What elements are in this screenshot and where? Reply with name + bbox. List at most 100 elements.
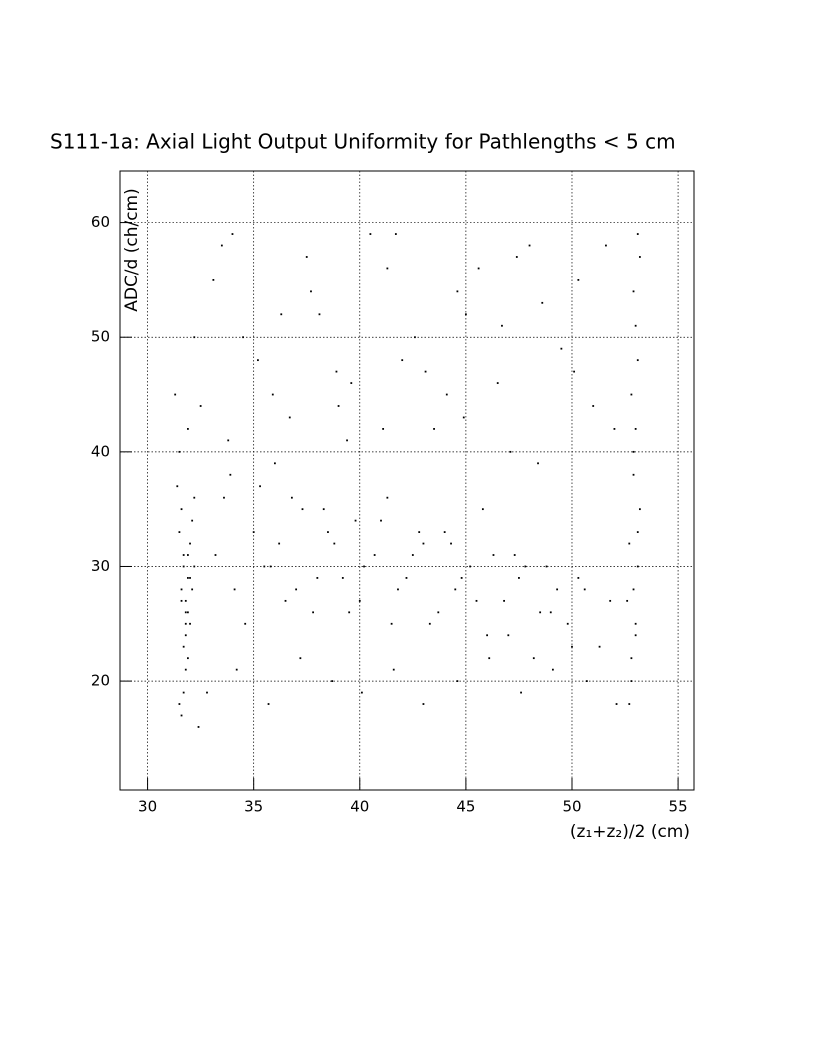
- point: [628, 542, 631, 545]
- point: [456, 290, 459, 293]
- point: [628, 703, 631, 705]
- point: [636, 359, 639, 362]
- y-tick-label: 60: [91, 213, 110, 231]
- point: [638, 508, 641, 511]
- point: [187, 554, 189, 556]
- point: [197, 726, 200, 728]
- point: [632, 450, 635, 453]
- point: [585, 680, 588, 683]
- point: [630, 393, 633, 396]
- point: [520, 691, 522, 694]
- point: [541, 301, 544, 304]
- point: [524, 565, 527, 568]
- point: [316, 577, 319, 579]
- point: [333, 542, 336, 545]
- point: [187, 428, 189, 430]
- point: [284, 599, 287, 602]
- point: [386, 496, 389, 499]
- point: [394, 233, 397, 235]
- point: [450, 542, 452, 545]
- point: [180, 599, 183, 602]
- point: [280, 313, 283, 316]
- point: [242, 336, 244, 339]
- point: [496, 382, 499, 384]
- point: [269, 565, 272, 568]
- point: [180, 508, 183, 511]
- point: [180, 714, 183, 717]
- point: [348, 611, 351, 614]
- point: [259, 485, 261, 488]
- point: [583, 588, 586, 591]
- point: [199, 405, 202, 407]
- point: [539, 611, 542, 614]
- x-tick-label: 50: [562, 798, 581, 816]
- point: [193, 496, 196, 499]
- point: [464, 313, 467, 316]
- point: [227, 439, 230, 442]
- point: [274, 462, 276, 465]
- point: [428, 622, 431, 625]
- point: [481, 508, 484, 511]
- point: [609, 599, 612, 602]
- point: [182, 691, 185, 694]
- point: [486, 634, 489, 637]
- point: [193, 336, 196, 339]
- point: [263, 565, 266, 568]
- point: [509, 450, 512, 453]
- point: [475, 599, 478, 602]
- point: [392, 668, 395, 671]
- point: [634, 622, 637, 625]
- point: [549, 611, 552, 614]
- point: [405, 577, 408, 579]
- point: [223, 496, 225, 499]
- point: [532, 657, 535, 660]
- point: [577, 577, 580, 579]
- y-tick-label: 20: [91, 672, 110, 690]
- point: [182, 565, 185, 568]
- point: [414, 336, 416, 339]
- point: [184, 668, 187, 671]
- point: [380, 519, 382, 522]
- point: [271, 393, 274, 396]
- point: [577, 278, 580, 281]
- point: [187, 611, 189, 614]
- point: [184, 622, 187, 625]
- point: [469, 565, 472, 568]
- point: [350, 382, 353, 384]
- chart-title: S111-1a: Axial Light Output Uniformity f…: [50, 130, 676, 154]
- point: [373, 554, 376, 556]
- point: [598, 645, 601, 648]
- point: [634, 634, 637, 637]
- point: [180, 588, 183, 591]
- point: [176, 485, 179, 488]
- point: [235, 668, 238, 671]
- point: [560, 347, 563, 350]
- point: [605, 244, 607, 247]
- y-tick-label: 40: [91, 442, 110, 460]
- point: [445, 393, 448, 396]
- point: [592, 405, 595, 407]
- point: [178, 450, 181, 453]
- x-tick-label: 45: [456, 798, 475, 816]
- point: [290, 496, 293, 499]
- point: [422, 703, 425, 705]
- point: [335, 370, 338, 373]
- point: [397, 588, 399, 591]
- x-tick-label: 30: [138, 798, 157, 816]
- point: [182, 645, 185, 648]
- point: [443, 531, 446, 533]
- point: [433, 428, 435, 430]
- point: [244, 622, 247, 625]
- point: [327, 531, 329, 533]
- point: [312, 611, 315, 614]
- point: [636, 233, 639, 235]
- point: [301, 508, 304, 511]
- point: [632, 290, 635, 293]
- point: [252, 531, 255, 533]
- point: [363, 565, 365, 568]
- point: [422, 542, 425, 545]
- point: [437, 611, 440, 614]
- point: [507, 634, 510, 637]
- point: [551, 668, 554, 671]
- point: [630, 657, 633, 660]
